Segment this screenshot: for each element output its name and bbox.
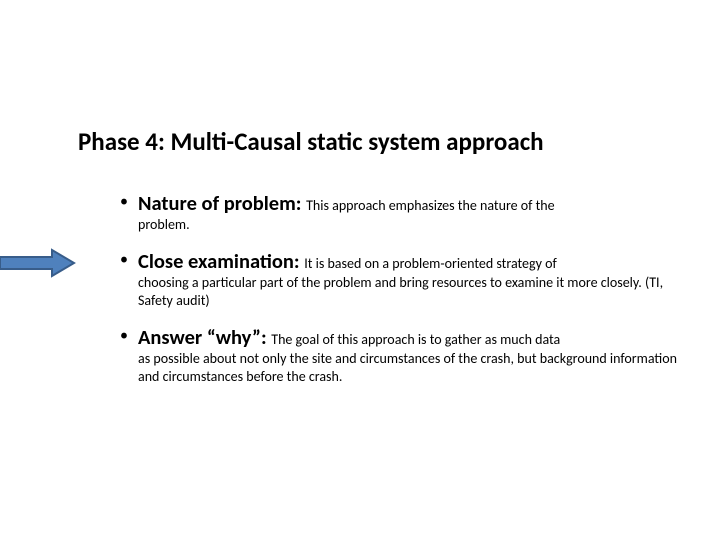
- bullet-body-inline: It is based on a problem-oriented strate…: [304, 255, 557, 272]
- bullet-body-cont: problem.: [138, 216, 190, 233]
- bullet-body-inline: The goal of this approach is to gather a…: [271, 331, 560, 348]
- slide: Phase 4: Multi-Causal static system appr…: [0, 0, 720, 540]
- slide-title: Phase 4: Multi-Causal static system appr…: [78, 128, 544, 156]
- list-item: Close examination: It is based on a prob…: [120, 248, 680, 310]
- list-item: Nature of problem: This approach emphasi…: [120, 190, 680, 234]
- bullet-body-cont: as possible about not only the site and …: [138, 350, 677, 385]
- bullet-lead: Nature of problem:: [138, 190, 306, 216]
- bullet-lead: Answer “why”:: [138, 324, 271, 350]
- arrow-icon: [0, 248, 76, 278]
- bullet-list: Nature of problem: This approach emphasi…: [120, 190, 680, 400]
- list-item: Answer “why”: The goal of this approach …: [120, 324, 680, 386]
- bullet-body-cont: choosing a particular part of the proble…: [138, 274, 663, 309]
- arrow-shape: [0, 250, 74, 276]
- bullet-lead: Close examination:: [138, 248, 304, 274]
- bullet-body-inline: This approach emphasizes the nature of t…: [306, 197, 555, 214]
